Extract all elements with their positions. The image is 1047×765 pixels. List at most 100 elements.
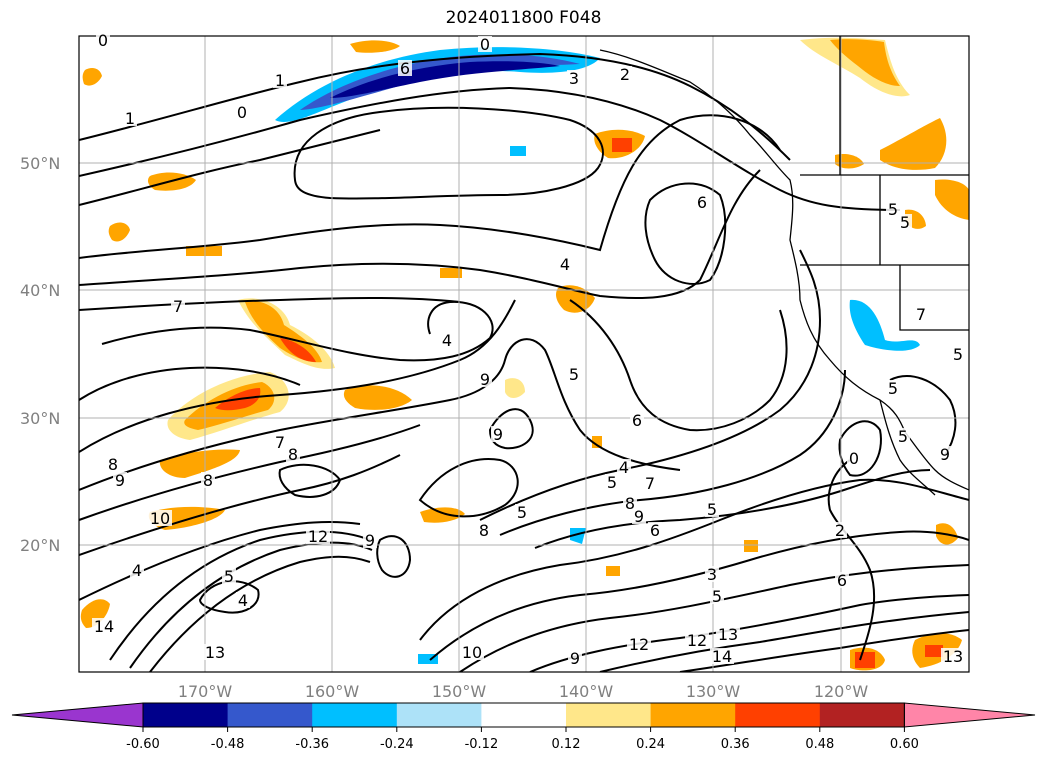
contour-line xyxy=(79,86,901,211)
contour-line xyxy=(79,454,401,556)
contour-label-bg xyxy=(898,214,912,230)
contour-label-bg xyxy=(203,644,227,660)
colorbar-tick-label: 0.36 xyxy=(721,737,750,752)
contour-label: 1 xyxy=(125,109,135,128)
contour-line xyxy=(534,469,931,549)
contour-label: 5 xyxy=(953,345,963,364)
contour-label: 8 xyxy=(288,445,298,464)
contour-label: 6 xyxy=(650,521,660,540)
contour-line xyxy=(838,420,882,477)
contour-label: 9 xyxy=(493,425,503,444)
colorbar-segment xyxy=(143,703,229,727)
contour-label-bg xyxy=(96,32,110,48)
contour-label: 6 xyxy=(400,59,410,78)
contour-label: 9 xyxy=(115,471,125,490)
colorbar-tick-label: -0.60 xyxy=(126,737,160,752)
lon-label: 170°W xyxy=(178,682,233,701)
contour-line xyxy=(79,338,681,491)
contour-label: 8 xyxy=(203,471,213,490)
contour-label-bg xyxy=(558,256,572,272)
contour-label-bg xyxy=(567,366,581,382)
contour-label-bg xyxy=(106,456,120,472)
contour-label: 12 xyxy=(308,527,328,546)
contour-line xyxy=(149,555,371,672)
positive-shading xyxy=(830,39,900,86)
positive-shading xyxy=(420,507,465,523)
contour-label-bg xyxy=(627,636,651,652)
contour-label-bg xyxy=(914,306,928,322)
positive-shading xyxy=(82,68,102,86)
contour-label: 6 xyxy=(837,571,847,590)
colorbar-extend-high xyxy=(903,702,1036,728)
contour-label: 3 xyxy=(569,69,579,88)
contour-line xyxy=(101,300,494,362)
contour-label-bg xyxy=(835,572,849,588)
contour-line xyxy=(418,458,519,518)
state-border xyxy=(899,265,969,331)
lat-label: 50°N xyxy=(20,154,60,173)
contour-label-bg xyxy=(886,201,900,217)
contour-label-bg xyxy=(478,371,492,387)
contour-label-bg xyxy=(568,650,582,666)
contour-label-bg xyxy=(363,532,377,548)
colorbar-segment xyxy=(566,703,652,727)
contour-label: 6 xyxy=(632,411,642,430)
contour-label-bg xyxy=(618,66,632,82)
colorbar-tick-label: 0.60 xyxy=(890,737,919,752)
coastline xyxy=(599,49,906,433)
contour-label-bg xyxy=(886,380,900,396)
contour-label: 14 xyxy=(94,617,114,636)
contour-label-bg xyxy=(201,472,215,488)
contour-label-bg xyxy=(643,475,657,491)
contour-label: 10 xyxy=(462,643,482,662)
contour-label-bg xyxy=(938,446,952,462)
contour-label-bg xyxy=(685,632,709,648)
contour-label-bg xyxy=(92,618,116,634)
contour-label: 9 xyxy=(634,507,644,526)
positive-shading xyxy=(935,179,969,220)
contour-line xyxy=(79,129,381,206)
contour-label: 9 xyxy=(570,649,580,668)
contour-label: 13 xyxy=(718,625,738,644)
contour-label: 5 xyxy=(888,379,898,398)
contour-label: 3 xyxy=(707,565,717,584)
positive-shading xyxy=(280,338,316,362)
positive-shading xyxy=(108,222,130,242)
lon-label: 160°W xyxy=(305,682,360,701)
contour-label-bg xyxy=(951,346,965,362)
positive-shading xyxy=(835,154,864,169)
positive-shading xyxy=(186,246,222,256)
negative-shading xyxy=(570,528,586,544)
contour-label-bg xyxy=(896,428,910,444)
contour-label: 9 xyxy=(940,445,950,464)
contour-label-bg xyxy=(710,648,734,664)
plot-title: 2024011800 F048 xyxy=(445,8,602,28)
colorbar-tick-label: -0.48 xyxy=(211,737,245,752)
contour-label: 13 xyxy=(205,643,225,662)
colorbar-tick-label: -0.12 xyxy=(465,737,499,752)
lon-label: 130°W xyxy=(686,682,741,701)
contour-label-bg xyxy=(478,36,492,52)
contour-line xyxy=(79,521,361,601)
contour-label-bg xyxy=(705,501,719,517)
contour-label-bg xyxy=(236,592,250,608)
positive-shading xyxy=(350,40,400,53)
contour-label: 7 xyxy=(275,433,285,452)
contour-label: 2 xyxy=(620,65,630,84)
contour-line xyxy=(376,535,412,578)
contour-label: 0 xyxy=(98,31,108,50)
lat-label: 40°N xyxy=(20,281,60,300)
contour-label: 0 xyxy=(480,35,490,54)
contour-label-bg xyxy=(630,412,644,428)
contour-line xyxy=(79,114,781,259)
colorbar-segment xyxy=(819,703,905,727)
negative-shading xyxy=(849,299,920,351)
contour-label-bg xyxy=(273,434,287,450)
contour-line xyxy=(129,541,373,669)
contour-label: 7 xyxy=(645,474,655,493)
contour-line xyxy=(293,106,604,200)
positive-shading xyxy=(612,138,632,152)
positive-shading xyxy=(245,301,322,363)
coastlines xyxy=(599,36,969,496)
contour-label-bg xyxy=(460,644,484,660)
